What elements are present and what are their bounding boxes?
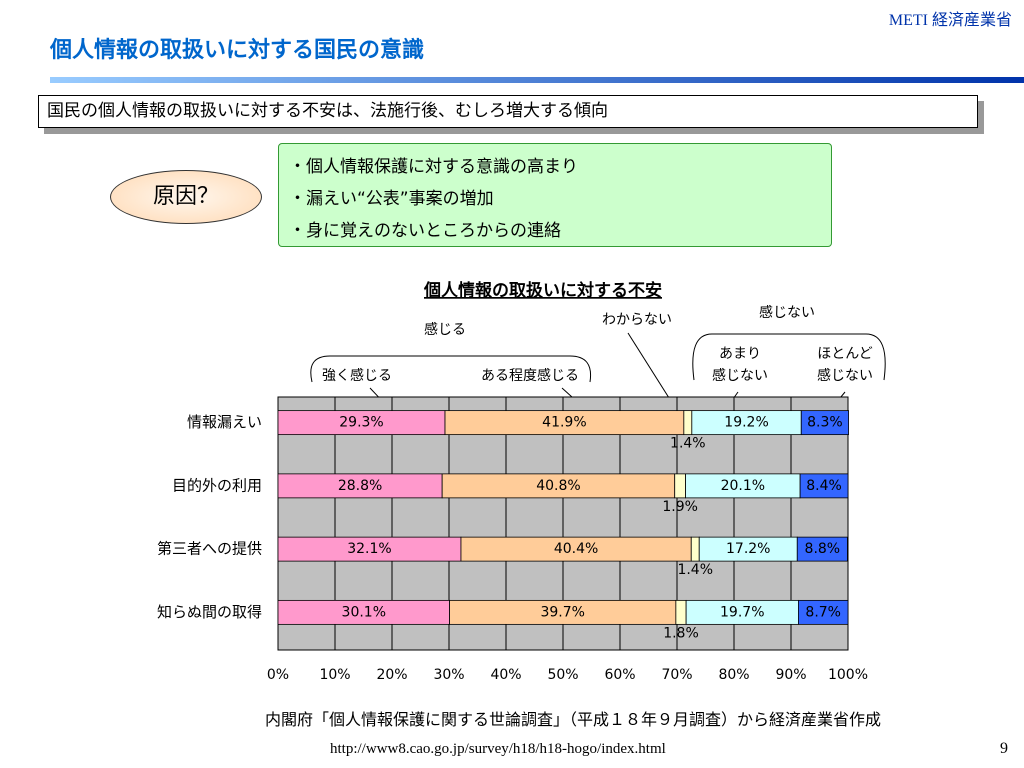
- value-label: 32.1%: [347, 541, 391, 557]
- value-label: 8.7%: [805, 604, 841, 620]
- bar-segment: [691, 410, 802, 436]
- legend-label: わからない: [602, 312, 672, 328]
- value-label: 29.3%: [339, 415, 383, 431]
- slide-title: 個人情報の取扱いに対する国民の意識: [50, 38, 425, 63]
- header-rule: [50, 77, 1024, 83]
- url: http://www8.cao.go.jp/survey/h18/h18-hog…: [330, 741, 666, 757]
- x-tick-label: 40%: [490, 667, 521, 683]
- x-tick-label: 50%: [547, 667, 578, 683]
- logo: METI 経済産業省: [888, 12, 1012, 29]
- bar-segment: [277, 410, 446, 436]
- bar-segment: [683, 410, 693, 436]
- group-label: 感じない: [759, 304, 815, 321]
- value-label: 19.2%: [724, 415, 768, 431]
- chart-title: 個人情報の取扱いに対する不安: [423, 280, 662, 301]
- category-label: 第三者への提供: [157, 540, 262, 558]
- bracket: [310, 355, 592, 383]
- bar-segment: [441, 473, 676, 499]
- value-label: 8.3%: [807, 415, 843, 431]
- bar-segment: [674, 473, 686, 499]
- value-label: 1.4%: [677, 562, 713, 578]
- x-tick-label: 90%: [775, 667, 806, 683]
- x-tick-label: 60%: [604, 667, 635, 683]
- cause-item: ・個人情報保護に対する意識の高まり: [289, 157, 578, 177]
- legend-label: ほとんど 感じない: [817, 346, 873, 384]
- value-label: 17.2%: [726, 541, 770, 557]
- bar-segment: [675, 599, 687, 625]
- x-tick-label: 30%: [433, 667, 464, 683]
- value-label: 1.9%: [662, 499, 698, 515]
- bracket: [692, 333, 886, 381]
- value-label: 39.7%: [540, 604, 584, 620]
- cause-item: ・身に覚えのないところからの連絡: [289, 221, 561, 241]
- category-label: 知らぬ間の取得: [157, 603, 262, 621]
- value-label: 1.8%: [663, 625, 699, 641]
- value-label: 28.8%: [338, 478, 382, 494]
- x-tick-label: 80%: [718, 667, 749, 683]
- category-label: 情報漏えい: [187, 413, 262, 431]
- legend-label: 強く感じる: [322, 368, 392, 384]
- bar-segment: [796, 536, 848, 562]
- value-label: 41.9%: [542, 415, 586, 431]
- value-label: 30.1%: [342, 604, 386, 620]
- bar-segment: [460, 536, 692, 562]
- bar-segment: [685, 599, 799, 625]
- value-label: 8.4%: [806, 478, 842, 494]
- cause-item: ・漏えい“公表”事案の増加: [289, 189, 494, 209]
- bar-segment: [698, 536, 798, 562]
- bar-segment: [800, 410, 849, 436]
- summary-box: 国民の個人情報の取扱いに対する不安は、法施行後、むしろ増大する傾向: [38, 95, 978, 128]
- x-tick-label: 20%: [376, 667, 407, 683]
- bar-segment: [798, 599, 849, 625]
- bar-segment: [277, 473, 443, 499]
- legend-label: ある程度感じる: [481, 368, 579, 384]
- value-label: 40.4%: [554, 541, 598, 557]
- x-tick-label: 0%: [267, 667, 289, 683]
- group-label: 感じる: [424, 321, 466, 338]
- bar-segment: [685, 473, 801, 499]
- bar-segment: [277, 536, 462, 562]
- value-label: 20.1%: [721, 478, 765, 494]
- cause-oval: 原因？: [110, 170, 262, 224]
- x-tick-label: 100%: [828, 667, 868, 683]
- bar-segment: [799, 473, 849, 499]
- value-label: 8.8%: [805, 541, 841, 557]
- cause-box: ・個人情報保護に対する意識の高まり ・漏えい“公表”事案の増加 ・身に覚えのない…: [278, 143, 832, 247]
- bar-segment: [690, 536, 700, 562]
- x-tick-label: 10%: [319, 667, 350, 683]
- value-label: 19.7%: [720, 604, 764, 620]
- value-label: 40.8%: [536, 478, 580, 494]
- source: 内閣府「個人情報保護に関する世論調査」（平成１８年９月調査）から経済産業省作成: [265, 710, 882, 729]
- legend-label: あまり 感じない: [712, 346, 768, 384]
- x-tick-label: 70%: [661, 667, 692, 683]
- category-label: 目的外の利用: [172, 476, 262, 494]
- page-number: 9: [1000, 740, 1008, 757]
- bar-segment: [449, 599, 677, 625]
- value-label: 1.4%: [670, 436, 706, 452]
- bar-segment: [277, 599, 450, 625]
